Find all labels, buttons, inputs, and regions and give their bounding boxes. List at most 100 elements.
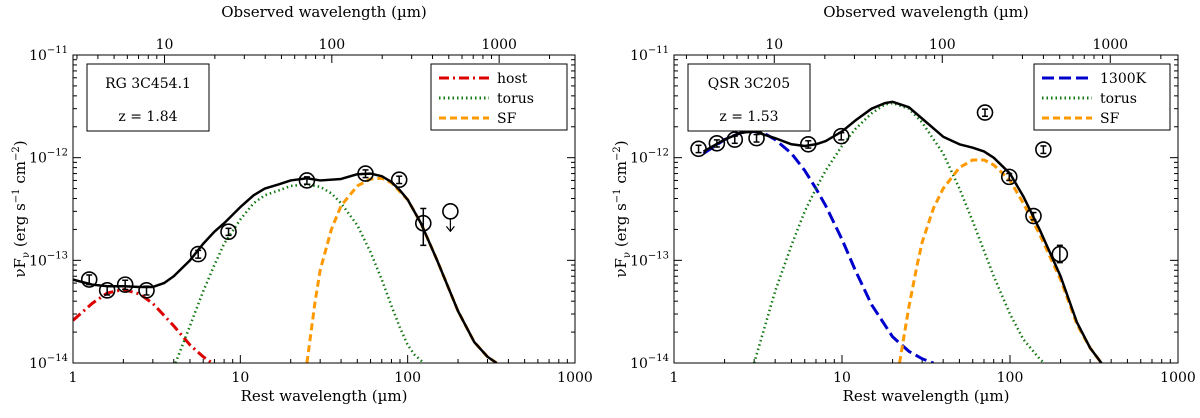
data-point bbox=[1035, 141, 1052, 158]
data-point bbox=[357, 165, 374, 182]
data-point bbox=[220, 223, 237, 241]
y-title-exp1: −1 bbox=[11, 188, 22, 203]
data-point bbox=[690, 140, 707, 158]
legend-label: SF bbox=[1100, 111, 1120, 127]
y-title-units: (erg s bbox=[612, 203, 630, 252]
data-point bbox=[80, 271, 98, 288]
object-name: RG 3C454.1 bbox=[105, 76, 191, 92]
data-point bbox=[708, 135, 726, 152]
top-x-tick-label: 10 bbox=[765, 37, 783, 53]
x-tick-label: 10 bbox=[231, 370, 249, 386]
y-tick-label: 10−12 bbox=[29, 148, 68, 167]
y-tick-label: 10−14 bbox=[630, 353, 669, 372]
series-SF-line bbox=[305, 176, 498, 363]
data-point bbox=[1000, 168, 1018, 186]
top-x-tick-label: 100 bbox=[929, 37, 956, 53]
series-SF-line bbox=[898, 158, 1103, 363]
y-tick-exponent: −11 bbox=[47, 45, 68, 56]
y-tick-mantissa: 10 bbox=[29, 253, 47, 269]
data-point bbox=[799, 135, 817, 153]
data-point bbox=[98, 282, 116, 299]
y-tick-mantissa: 10 bbox=[630, 356, 648, 372]
x-tick-label: 1000 bbox=[1160, 370, 1196, 386]
y-title-close: ) bbox=[11, 140, 29, 146]
series-torus-line bbox=[174, 183, 425, 363]
legend-label: torus bbox=[497, 91, 534, 107]
redshift-label: z = 1.53 bbox=[719, 109, 778, 125]
y-tick-mantissa: 10 bbox=[630, 253, 648, 269]
info-box bbox=[687, 63, 811, 132]
x-axis-title: Rest wavelength (µm) bbox=[241, 387, 408, 405]
x-tick-label: 1 bbox=[670, 370, 679, 386]
y-tick-mantissa: 10 bbox=[29, 48, 47, 64]
plot-frame bbox=[72, 54, 576, 364]
data-point bbox=[189, 245, 207, 263]
y-tick-exponent: −11 bbox=[648, 45, 669, 56]
y-title-sub: ν bbox=[622, 252, 633, 258]
y-tick-mantissa: 10 bbox=[29, 151, 47, 167]
y-tick-exponent: −12 bbox=[47, 148, 68, 159]
data-point bbox=[726, 131, 744, 148]
data-point bbox=[298, 172, 316, 189]
y-tick-exponent: −14 bbox=[648, 353, 669, 364]
object-name: QSR 3C205 bbox=[708, 76, 790, 92]
legend-label: host bbox=[497, 71, 528, 87]
series-host-line bbox=[73, 287, 214, 363]
plot-frame bbox=[673, 54, 1179, 364]
y-tick-exponent: −13 bbox=[47, 250, 68, 261]
x-tick-label: 1 bbox=[69, 370, 78, 386]
x-tick-label: 1000 bbox=[557, 370, 593, 386]
y-tick-mantissa: 10 bbox=[630, 151, 648, 167]
data-point bbox=[116, 276, 134, 293]
data-point bbox=[138, 282, 155, 299]
y-title-cm: cm bbox=[11, 161, 29, 188]
upper-limit-arrowhead bbox=[445, 225, 455, 233]
info-box bbox=[86, 63, 210, 132]
top-x-tick-label: 1000 bbox=[481, 37, 517, 53]
y-tick-label: 10−13 bbox=[630, 250, 669, 269]
data-point bbox=[976, 104, 994, 121]
top-x-tick-label: 10 bbox=[156, 37, 174, 53]
redshift-label: z = 1.84 bbox=[118, 109, 177, 125]
x-axis-title: Rest wavelength (µm) bbox=[843, 387, 1010, 405]
y-tick-label: 10−12 bbox=[630, 148, 669, 167]
top-x-tick-label: 1000 bbox=[1092, 37, 1128, 53]
series-torus-line bbox=[752, 101, 1046, 363]
y-tick-label: 10−13 bbox=[29, 250, 68, 269]
y-title-nuF: νF bbox=[11, 258, 29, 278]
x-tick-label: 10 bbox=[833, 370, 851, 386]
y-axis-title: νFν (erg s−1 cm−2) bbox=[11, 140, 32, 277]
legend-label: SF bbox=[497, 111, 517, 127]
y-title-cm: cm bbox=[612, 161, 630, 188]
x-tick-label: 100 bbox=[997, 370, 1024, 386]
y-tick-exponent: −12 bbox=[648, 148, 669, 159]
y-tick-mantissa: 10 bbox=[29, 356, 47, 372]
y-title-exp1: −1 bbox=[612, 188, 623, 203]
y-tick-exponent: −13 bbox=[648, 250, 669, 261]
data-point bbox=[1051, 245, 1069, 263]
top-axis-title: Observed wavelength (µm) bbox=[823, 3, 1029, 21]
data-point bbox=[414, 214, 432, 232]
y-title-sub: ν bbox=[21, 252, 32, 258]
y-title-nuF: νF bbox=[612, 258, 630, 278]
data-point bbox=[1025, 207, 1042, 225]
series-total-line bbox=[73, 172, 498, 363]
y-tick-label: 10−11 bbox=[29, 45, 68, 64]
y-title-exp2: −2 bbox=[612, 146, 623, 161]
y-title-exp2: −2 bbox=[11, 146, 22, 161]
legend-label: 1300K bbox=[1100, 71, 1147, 87]
series-1300K-line bbox=[702, 129, 934, 363]
y-tick-exponent: −14 bbox=[47, 353, 68, 364]
curves bbox=[73, 172, 498, 363]
data-point bbox=[390, 171, 408, 189]
y-tick-mantissa: 10 bbox=[630, 48, 648, 64]
x-tick-label: 100 bbox=[394, 370, 421, 386]
data-point bbox=[832, 127, 850, 145]
y-title-units: (erg s bbox=[11, 203, 29, 252]
y-axis-title: νFν (erg s−1 cm−2) bbox=[612, 140, 633, 277]
legend-label: torus bbox=[1100, 91, 1137, 107]
top-axis-title: Observed wavelength (µm) bbox=[221, 3, 427, 21]
